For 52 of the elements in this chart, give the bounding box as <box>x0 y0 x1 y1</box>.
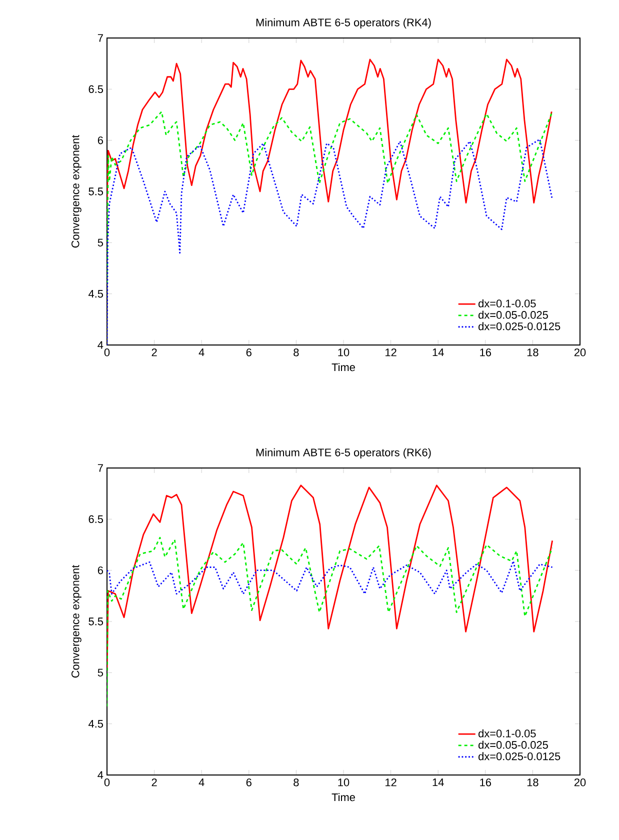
y-tick-label: 6 <box>98 136 103 144</box>
legend-label: dx=0.05-0.025 <box>478 740 548 749</box>
x-tick-label: 4 <box>198 778 204 786</box>
x-tick-label: 18 <box>527 778 538 786</box>
y-tick-label: 4.5 <box>88 720 104 728</box>
x-tick-label: 2 <box>152 348 157 356</box>
x-tick-label: 10 <box>338 348 350 356</box>
x-tick-label: 14 <box>432 348 444 356</box>
y-tick-label: 5 <box>98 668 104 676</box>
x-tick-label: 2 <box>152 778 157 786</box>
y-tick-label: 5.5 <box>88 618 104 626</box>
x-tick-label: 4 <box>198 348 204 356</box>
y-tick-label: 6.5 <box>88 515 104 524</box>
x-tick-label: 8 <box>294 348 299 356</box>
x-tick-label: 12 <box>386 348 396 356</box>
line-series <box>107 560 554 595</box>
x-tick-label: 20 <box>574 348 586 356</box>
y-tick-label: 6.5 <box>88 85 104 94</box>
y-tick-label: 5.5 <box>88 188 104 196</box>
legend-label: dx=0.025-0.0125 <box>478 752 560 760</box>
legend-label: dx=0.025-0.0125 <box>478 322 560 330</box>
x-axis-title: Time <box>332 793 355 802</box>
x-tick-label: 0 <box>104 778 110 786</box>
x-tick-label: 20 <box>574 778 586 786</box>
x-tick-label: 16 <box>480 348 492 356</box>
legend-label: dx=0.1-0.05 <box>478 729 536 738</box>
x-tick-label: 16 <box>480 778 492 786</box>
x-tick-label: 10 <box>338 778 350 786</box>
x-tick-label: 8 <box>294 778 299 786</box>
x-tick-label: 6 <box>246 348 252 356</box>
x-axis-title: Time <box>332 363 355 372</box>
y-tick-label: 5 <box>98 238 104 246</box>
chart-title: Minimum ABTE 6-5 operators (RK6) <box>256 448 431 458</box>
y-tick-label: 4 <box>98 341 104 349</box>
line-series <box>107 58 552 204</box>
y-tick-label: 7 <box>98 464 103 472</box>
y-axis-title: Convergence exponent <box>71 564 82 678</box>
x-tick-label: 0 <box>104 348 110 356</box>
y-tick-label: 4 <box>98 771 104 779</box>
legend-label: dx=0.1-0.05 <box>478 299 536 308</box>
y-tick-label: 7 <box>98 34 103 42</box>
x-tick-label: 14 <box>432 778 444 786</box>
x-tick-label: 18 <box>527 348 538 356</box>
y-tick-label: 6 <box>98 566 103 574</box>
y-tick-label: 4.5 <box>88 290 104 298</box>
legend-label: dx=0.05-0.025 <box>478 310 548 319</box>
line-series <box>107 536 554 708</box>
chart-title: Minimum ABTE 6-5 operators (RK4) <box>256 18 431 28</box>
line-series <box>107 110 554 284</box>
x-tick-label: 6 <box>246 778 252 786</box>
y-axis-title: Convergence exponent <box>71 134 82 248</box>
x-tick-label: 12 <box>386 778 396 786</box>
